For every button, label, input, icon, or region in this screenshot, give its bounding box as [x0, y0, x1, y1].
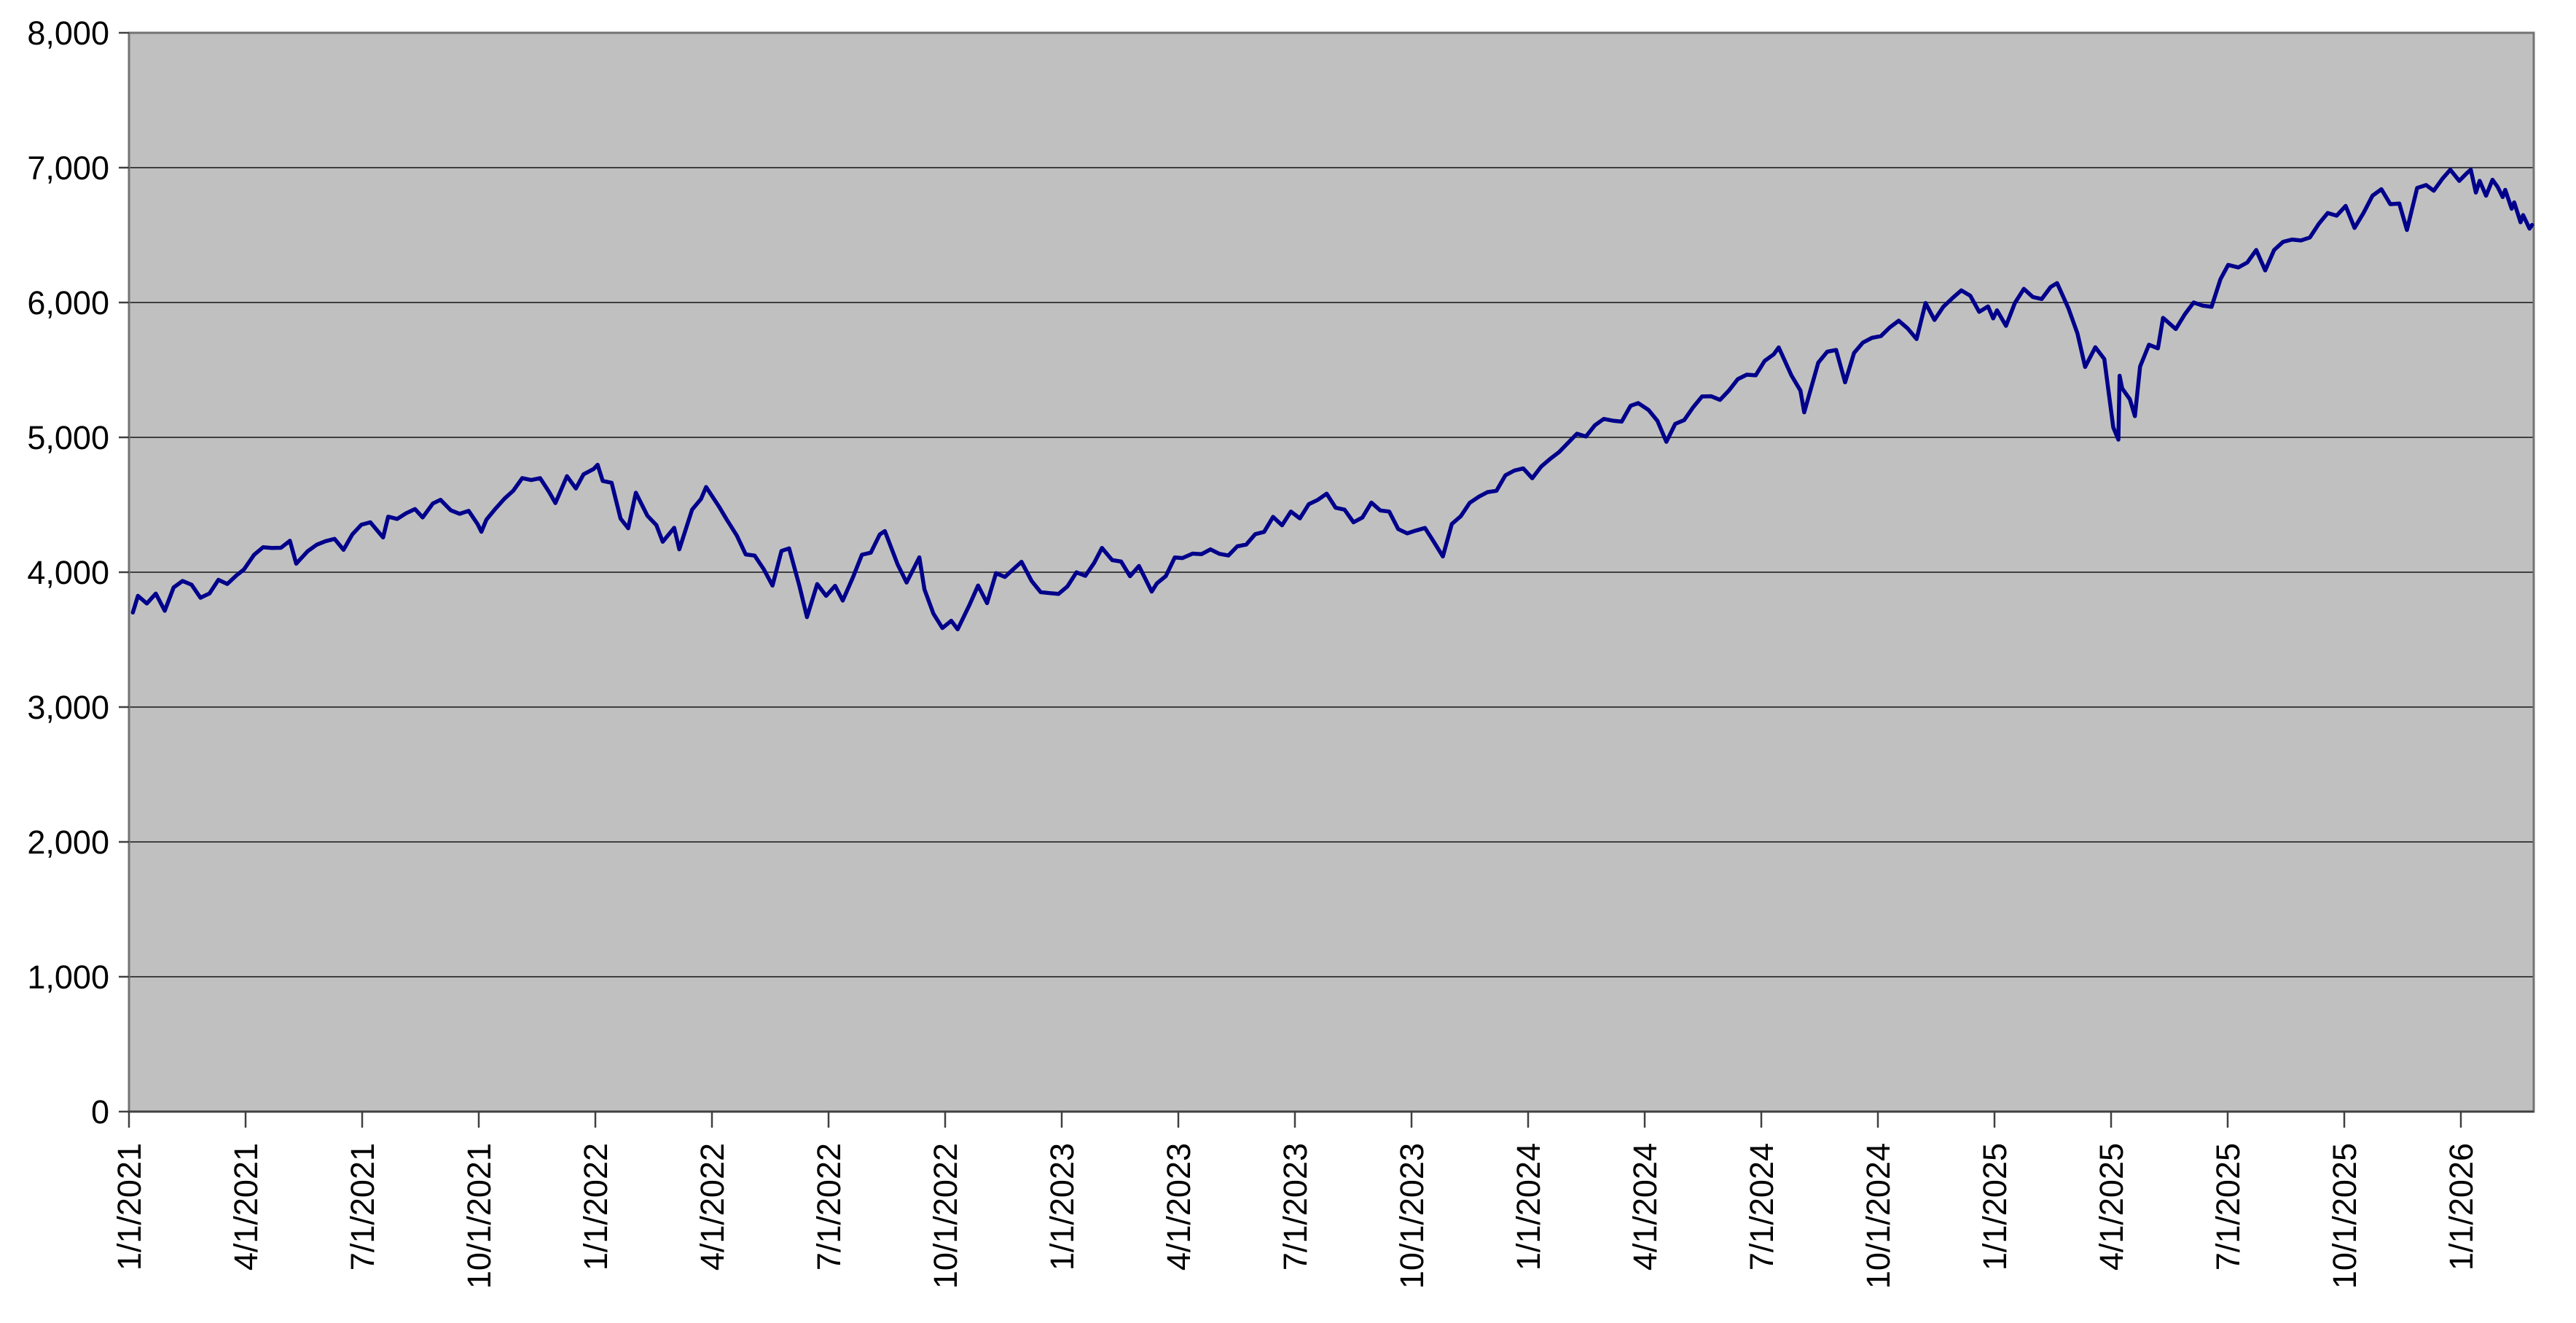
- x-axis-label: 7/1/2022: [810, 1143, 847, 1271]
- y-axis-label: 8,000: [27, 15, 109, 52]
- x-axis-label: 1/1/2026: [2443, 1143, 2480, 1271]
- x-axis-label: 1/1/2025: [1976, 1143, 2013, 1271]
- x-axis-label: 10/1/2024: [1860, 1143, 1897, 1289]
- x-axis-label: 7/1/2025: [2209, 1143, 2247, 1271]
- x-axis-label: 10/1/2021: [461, 1143, 498, 1289]
- y-axis-label: 6,000: [27, 284, 109, 321]
- y-axis-label: 3,000: [27, 689, 109, 726]
- y-axis-label: 7,000: [27, 149, 109, 187]
- y-axis-label: 2,000: [27, 824, 109, 861]
- x-axis-label: 10/1/2025: [2326, 1143, 2363, 1289]
- x-axis-label: 7/1/2023: [1277, 1143, 1314, 1271]
- x-axis-label: 1/1/2022: [577, 1143, 614, 1271]
- x-axis-label: 4/1/2025: [2093, 1143, 2130, 1271]
- x-axis-label: 4/1/2024: [1626, 1143, 1664, 1271]
- x-axis-label: 7/1/2024: [1743, 1143, 1780, 1271]
- x-axis-label: 1/1/2023: [1044, 1143, 1081, 1271]
- data-series-line: [130, 168, 2534, 632]
- y-axis-label: 0: [91, 1093, 109, 1131]
- y-axis-label: 5,000: [27, 419, 109, 456]
- x-axis-label: 10/1/2022: [927, 1143, 964, 1289]
- y-axis-label: 1,000: [27, 959, 109, 996]
- x-axis-label: 4/1/2022: [694, 1143, 731, 1271]
- x-axis-label: 4/1/2021: [227, 1143, 265, 1271]
- x-axis-label: 10/1/2023: [1393, 1143, 1430, 1289]
- x-axis-label: 1/1/2024: [1510, 1143, 1547, 1271]
- x-axis-label: 4/1/2023: [1160, 1143, 1197, 1271]
- x-axis-label: 7/1/2021: [344, 1143, 381, 1271]
- x-axis-label: 1/1/2021: [111, 1143, 148, 1271]
- y-axis-label: 4,000: [27, 554, 109, 591]
